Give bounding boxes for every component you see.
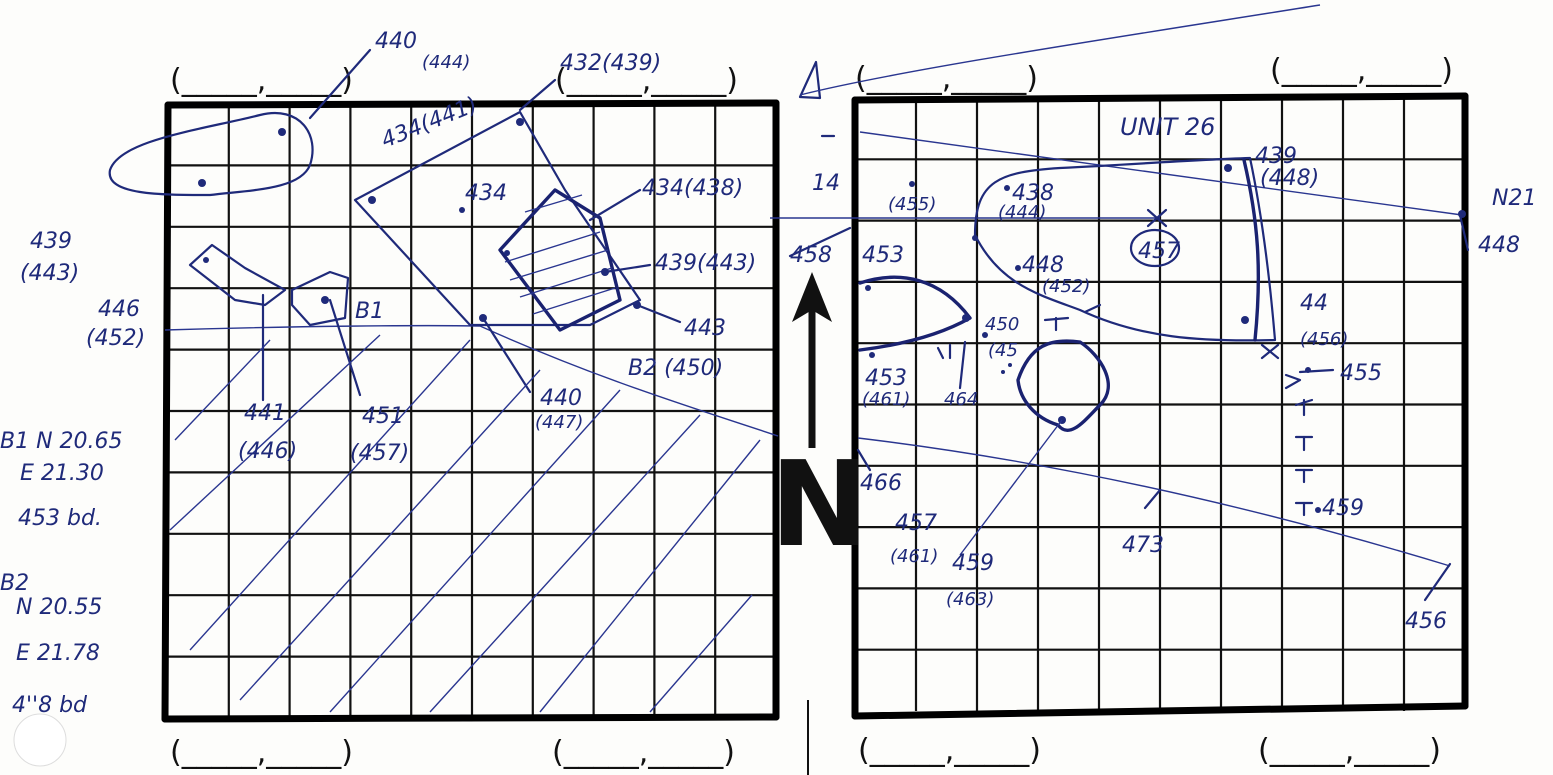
hatch-area [169, 334, 761, 713]
post-marks [1260, 343, 1335, 517]
label-434-438: 434(438) [642, 176, 743, 201]
label-457-circled: 457 [1138, 239, 1180, 264]
b1-note-line-2: E 21.30 [20, 461, 104, 486]
label-452: (452) [86, 326, 145, 351]
label-461: (461) [862, 389, 910, 410]
label-455: (455) [888, 194, 936, 215]
unit-label: UNIT 26 [1120, 113, 1215, 141]
label-434: 434 [465, 181, 507, 206]
label-459b: 459 [952, 551, 994, 576]
left-labels: 440 (444) 432(439) 434(441) 434 434(438)… [20, 29, 756, 466]
label-458: 458 [790, 243, 832, 268]
right-grid [851, 92, 1469, 720]
label-b2: B2 (450) [628, 356, 723, 381]
label-439-443: 439(443) [655, 251, 756, 276]
label-438: 438 [1012, 181, 1054, 206]
edge-label-n21: N21 [1492, 186, 1536, 211]
label-451: 451 [362, 404, 404, 429]
label-455b: 455 [1340, 361, 1382, 386]
b1-note-line-1: B1 N 20.65 [0, 429, 123, 454]
label-439r: 439 [1255, 144, 1297, 169]
label-448r: (448) [1260, 166, 1319, 191]
b1-note-line-3: 453 bd. [18, 506, 102, 531]
label-45x: (45 [988, 340, 1018, 361]
label-456b: 456 [1405, 609, 1447, 634]
label-450: 450 [985, 314, 1019, 335]
label-457: (457) [350, 441, 409, 466]
label-440b: 440 [540, 386, 582, 411]
label-448-edge: 448 [1478, 233, 1520, 258]
label-443: (443) [20, 261, 79, 286]
bracket-left-bottom-2: (_____,_____) [552, 735, 735, 770]
bracket-left-top-1: (_____,_____) [170, 63, 353, 98]
bracket-right-top-2: (_____,_____) [1270, 53, 1453, 88]
label-463: (463) [946, 589, 994, 610]
label-432: 432(439) [560, 51, 661, 76]
label-439: 439 [30, 229, 72, 254]
label-446: 446 [98, 297, 140, 322]
bracket-right-top-1: (_____,_____) [855, 61, 1038, 96]
label-461b: (461) [890, 546, 938, 567]
b2-note-line-3: E 21.78 [16, 641, 100, 666]
bracket-left-top-2: (_____,_____) [555, 63, 738, 98]
b2-note-line-1: B2 [0, 571, 29, 596]
label-466: 466 [860, 471, 902, 496]
survey-lines [164, 4, 1463, 567]
label-457r: 457 [895, 511, 937, 536]
label-14: 14 [812, 171, 840, 196]
right-features [788, 156, 1470, 602]
label-444r: (444) [998, 202, 1046, 223]
label-447: (447) [535, 412, 583, 433]
north-arrow: N 14 [770, 60, 869, 775]
left-features [108, 48, 761, 713]
b2-note-line-4: 4''8 bd [12, 693, 88, 718]
label-448b: 448 [1022, 253, 1064, 278]
label-464: 464 [944, 389, 978, 410]
label-443b: 443 [684, 316, 726, 341]
label-b1: B1 [355, 299, 384, 324]
north-letter: N [770, 435, 869, 573]
bracket-left-bottom-1: (_____,_____) [170, 735, 353, 770]
label-459: 459 [1322, 496, 1364, 521]
left-grid [161, 99, 780, 723]
right-labels: UNIT 26 N21 (455) 438 (444) 439 (448) 45… [790, 113, 1536, 634]
label-44: 44 [1300, 291, 1328, 316]
label-456: (456) [1300, 329, 1348, 350]
corner-brackets: (_____,_____) (_____,_____) (_____,_____… [170, 53, 1453, 770]
bracket-right-bottom-1: (_____,_____) [858, 733, 1041, 768]
b2-note-line-2: N 20.55 [16, 595, 102, 620]
label-440: 440 [375, 29, 417, 54]
bracket-right-bottom-2: (_____,_____) [1258, 733, 1441, 768]
margin-notes: B1 N 20.65 E 21.30 453 bd. B2 N 20.55 E … [0, 429, 123, 767]
label-473: 473 [1122, 533, 1164, 558]
label-444: (444) [422, 52, 470, 73]
label-441: 441 [244, 401, 286, 426]
label-453b: 453 [865, 366, 907, 391]
label-452r: (452) [1042, 276, 1090, 297]
label-453: 453 [862, 243, 904, 268]
label-446b: (446) [238, 439, 297, 464]
